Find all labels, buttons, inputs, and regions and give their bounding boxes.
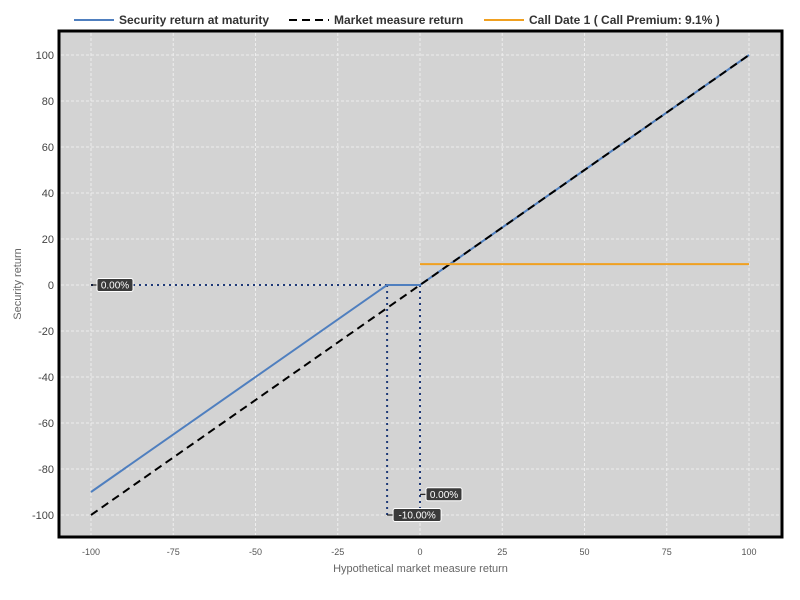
y-tick-label: -40	[38, 372, 54, 384]
y-axis-label: Security return	[12, 248, 24, 320]
series-line-2	[90, 54, 750, 516]
annotation-box	[392, 508, 442, 522]
legend-item-3[interactable]: Call Date 1 ( Call Premium: 9.1% )	[529, 13, 720, 27]
legend-item-1[interactable]: Security return at maturity	[119, 13, 269, 27]
annotations: 0.00% -10.00% 0.00%	[91, 278, 463, 522]
annotation-label: -10.00%	[398, 511, 435, 522]
y-tick-label: -60	[38, 418, 54, 430]
x-axis-label: Hypothetical market measure return	[333, 563, 508, 575]
y-tick-label: 60	[42, 142, 54, 154]
y-tick-label: 100	[36, 50, 54, 62]
y-tick-label: -100	[32, 510, 54, 522]
legend-item-2[interactable]: Market measure return	[334, 13, 463, 27]
annotation-label: 0.00%	[101, 281, 129, 292]
x-tick-label: -100	[82, 547, 100, 557]
annotation-box	[425, 487, 463, 502]
x-axis-ticks: -100 -75 -50 -25 0 25 50 75 100	[82, 547, 757, 557]
y-tick-label: -80	[38, 464, 54, 476]
y-tick-label: -20	[38, 326, 54, 338]
y-tick-label: 20	[42, 234, 54, 246]
annotation-label: 0.00%	[430, 490, 458, 501]
y-tick-label: 40	[42, 188, 54, 200]
x-tick-label: 0	[417, 547, 422, 557]
x-tick-label: 50	[579, 547, 589, 557]
legend: Security return at maturity Market measur…	[74, 13, 720, 27]
y-axis-ticks: -100 -80 -60 -40 -20 0 20 40 60 80 100	[32, 50, 54, 522]
annotation-box	[96, 278, 134, 292]
series-lines	[90, 54, 750, 516]
x-tick-label: 75	[662, 547, 672, 557]
x-tick-label: -50	[249, 547, 262, 557]
y-tick-label: 0	[48, 280, 54, 292]
x-tick-label: -25	[331, 547, 344, 557]
x-tick-label: 25	[497, 547, 507, 557]
reference-lines	[91, 284, 421, 515]
x-tick-label: 100	[741, 547, 756, 557]
x-tick-label: -75	[167, 547, 180, 557]
y-tick-label: 80	[42, 96, 54, 108]
